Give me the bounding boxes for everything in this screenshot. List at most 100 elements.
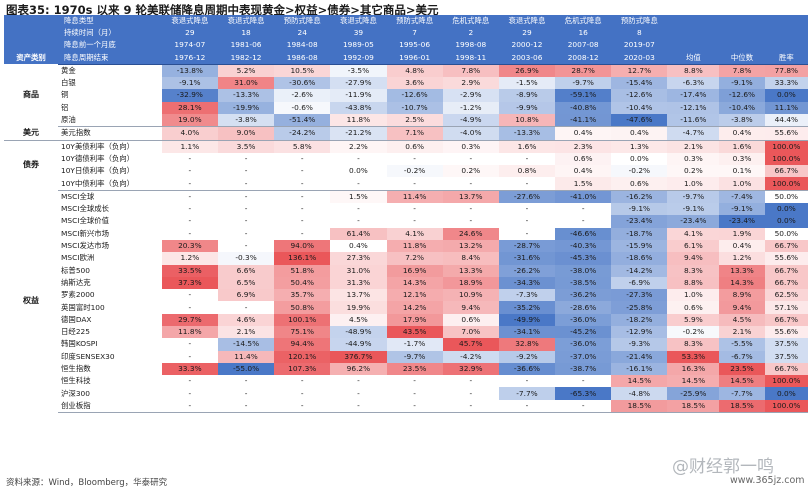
return-cell: -32.9% (161, 89, 218, 102)
table-row: MSCI新兴市场 - - -61.4% 4.1% 24.6% - -46.6% -18.7% 4.… (4, 227, 808, 240)
return-cell: 31.0% (217, 77, 275, 90)
return-cell: - (244, 216, 248, 226)
winrate-cell: 0.0% (764, 89, 808, 102)
table-row: 纳斯达克 37.3% 6.5% 50.4% 31.3% 14.3% 18.9% -34.3% -… (4, 276, 808, 290)
return-cell: - (413, 153, 416, 163)
asset-name: MSCI欧洲 (61, 253, 95, 263)
return-cell: -31.6% (498, 252, 556, 265)
return-cell: - (188, 166, 192, 176)
return-cell: - (217, 177, 275, 191)
asset-name: 恒生科技 (61, 376, 91, 386)
return-cell: - (300, 153, 304, 163)
asset-name: 铜 (61, 90, 69, 100)
median-cell: 13.3% (719, 264, 765, 277)
return-cell: 2.5% (386, 113, 443, 128)
duration: 2 (442, 27, 499, 40)
return-cell: 1.6% (498, 140, 556, 153)
mean-cell: 6.1% (667, 239, 720, 253)
winrate-cell: 37.5% (764, 338, 808, 351)
return-cell: - (555, 399, 612, 414)
mean-cell: 14.5% (667, 375, 720, 388)
asset-category: 权益 (23, 296, 40, 306)
return-cell: 0.6% (442, 313, 499, 326)
return-cell: -3.5% (330, 64, 387, 78)
return-cell: - (386, 177, 443, 191)
duration: 8 (611, 27, 668, 40)
header-row-duration: 持续时间（月） 29 18 24 39 7 2 29 16 8 (4, 27, 808, 40)
return-cell: 13.3% (442, 264, 499, 277)
table-row: 印度SENSEX30 - 11.4% 120.1% 376.7% -9.7% -4.2% -9… (4, 350, 808, 363)
return-cell: 51.8% (274, 264, 331, 277)
mean-cell: 5.9% (667, 313, 720, 326)
return-cell: 31.0% (330, 264, 387, 277)
return-cell: -9.7% (386, 350, 443, 363)
return-cell: 2.9% (442, 77, 499, 90)
return-cell: - (244, 153, 248, 163)
return-cell: 9.0% (217, 126, 275, 141)
return-cell: -27.9% (330, 77, 387, 90)
return-cell: -1.2% (442, 101, 499, 114)
return-cell: 35.7% (274, 289, 331, 302)
return-cell: - (244, 376, 248, 386)
return-cell: -13.3% (498, 126, 556, 141)
return-cell: 1.5% (555, 177, 612, 191)
duration: 18 (217, 27, 275, 40)
return-cell: -24.2% (274, 126, 331, 141)
winrate-cell: 100.0% (764, 375, 808, 388)
return-cell: 0.6% (611, 177, 668, 191)
return-cell: -15.4% (611, 77, 668, 90)
return-cell: -43.8% (330, 101, 387, 114)
asset-category: 债券 (23, 160, 40, 170)
winrate-cell: 55.6% (764, 325, 808, 339)
return-cell: 19.0% (161, 113, 218, 128)
asset-name: 标普500 (61, 265, 90, 275)
return-cell: 13.7% (330, 289, 387, 302)
return-cell: 10.5% (274, 64, 331, 78)
return-cell: - (244, 228, 248, 238)
return-cell: 17.9% (386, 313, 443, 326)
winrate-cell: 77.8% (764, 64, 808, 78)
return-cell: 26.9% (498, 64, 556, 78)
winrate-cell: 66.7% (764, 264, 808, 277)
return-cell: 0.4% (555, 126, 612, 141)
return-cell: -9.2% (498, 350, 556, 363)
return-cell: 27.3% (330, 252, 387, 265)
return-cell: -1.7% (386, 338, 443, 351)
end-date: 1976-12 (161, 51, 218, 65)
return-cell: -65.3% (555, 387, 612, 400)
table-row: 原油 19.0% -3.8% -51.4% 11.8% 2.5% -4.9% 10.8% -41… (4, 113, 808, 128)
winrate-cell: 100.0% (764, 152, 808, 166)
winrate-cell: 66.7% (764, 313, 808, 326)
return-cell: - (300, 228, 304, 238)
median-cell: 8.9% (719, 289, 765, 302)
table-row: MSCI欧洲 1.2% -0.3% 136.1% 27.3% 7.2% 8.4% -31.6%… (4, 252, 808, 265)
return-cell: -1.5% (498, 77, 556, 90)
median-cell: 4.5% (719, 313, 765, 326)
return-cell: -9.1% (611, 203, 668, 216)
return-cell: 0.4% (611, 126, 668, 141)
source-note: 资料来源：Wind，Bloomberg，华泰研究 (6, 478, 168, 488)
median-cell: -7.7% (719, 387, 765, 400)
return-cell: - (188, 376, 192, 386)
median-cell: -10.4% (719, 101, 765, 114)
end-date: 1996-01 (386, 51, 443, 65)
return-cell: 28.1% (161, 101, 218, 114)
duration: 7 (386, 27, 443, 40)
return-cell: -45.3% (555, 252, 612, 265)
asset-name: 10Y日债利率（负向） (61, 166, 135, 176)
asset-name: MSCI全球价值 (61, 216, 110, 226)
return-cell: -13.8% (161, 64, 218, 78)
return-cell: 13.7% (442, 190, 499, 204)
winrate-cell: 44.4% (764, 113, 808, 128)
return-cell: 16.9% (386, 264, 443, 277)
asset-name: 日经225 (61, 327, 90, 337)
median-cell: 2.1% (719, 325, 765, 339)
return-cell: 94.0% (274, 239, 331, 253)
table-row: 10Y中债利率（负向） - - - - - - -1.5% 0.6% 1.0% 1.0% 100.0% (4, 177, 808, 191)
start-date: 2000-12 (498, 39, 556, 52)
winrate-cell: 0.0% (764, 203, 808, 216)
mean-cell: -0.2% (667, 325, 720, 339)
return-cell: 2.1% (217, 325, 275, 339)
return-cell: 12.1% (386, 289, 443, 302)
stat-header-mean: 均值 (667, 51, 720, 65)
